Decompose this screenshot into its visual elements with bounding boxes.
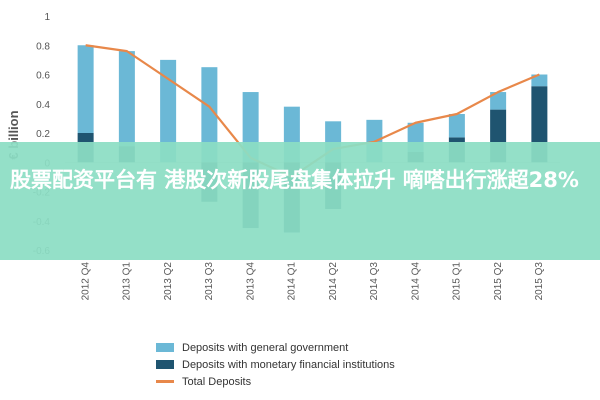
y-tick-label: 0.8 (36, 41, 50, 52)
legend-swatch (156, 343, 174, 352)
x-tick-label: 2013 Q3 (204, 262, 215, 301)
x-axis-tick-labels: 2012 Q4 2013 Q1 2013 Q2 2013 Q3 2013 Q4 2014 … (80, 262, 545, 301)
legend-swatch (156, 360, 174, 369)
x-tick-label: 2013 Q2 (163, 262, 174, 301)
bar-general-government (160, 59, 177, 163)
x-tick-label: 2015 Q1 (452, 262, 463, 301)
x-tick-label: 2014 Q4 (410, 262, 421, 301)
bar-general-government (448, 113, 465, 138)
legend: Deposits with general government Deposit… (156, 339, 395, 390)
legend-item-total: Total Deposits (156, 373, 395, 390)
x-tick-label: 2014 Q2 (328, 262, 339, 301)
bar-general-government (77, 45, 94, 133)
y-tick-label: 1 (44, 12, 50, 23)
bar-general-government (118, 51, 135, 147)
x-tick-label: 2012 Q4 (80, 262, 91, 301)
x-tick-label: 2014 Q1 (287, 262, 298, 301)
x-tick-label: 2015 Q2 (493, 262, 504, 301)
legend-swatch (156, 380, 174, 383)
headline-text: 股票配资平台有 港股次新股尾盘集体拉升 嘀嗒出行涨超28% (10, 168, 579, 192)
headline-banner: 股票配资平台有 港股次新股尾盘集体拉升 嘀嗒出行涨超28% (0, 142, 600, 260)
legend-label: Deposits with general government (182, 341, 349, 354)
bar-general-government (531, 74, 548, 87)
bar-general-government (201, 67, 218, 163)
legend-label: Deposits with monetary financial institu… (182, 358, 395, 371)
y-tick-label: 0.4 (36, 100, 50, 111)
y-tick-label: 0.2 (36, 129, 50, 140)
legend-label: Total Deposits (182, 375, 252, 388)
y-tick-label: 0.6 (36, 71, 50, 82)
bar-general-government (490, 92, 507, 110)
x-tick-label: 2013 Q4 (245, 262, 256, 301)
x-tick-label: 2013 Q1 (122, 262, 133, 301)
legend-item-general-government: Deposits with general government (156, 339, 395, 356)
x-tick-label: 2015 Q3 (534, 262, 545, 301)
x-tick-label: 2014 Q3 (369, 262, 380, 301)
legend-item-mfi: Deposits with monetary financial institu… (156, 356, 395, 373)
